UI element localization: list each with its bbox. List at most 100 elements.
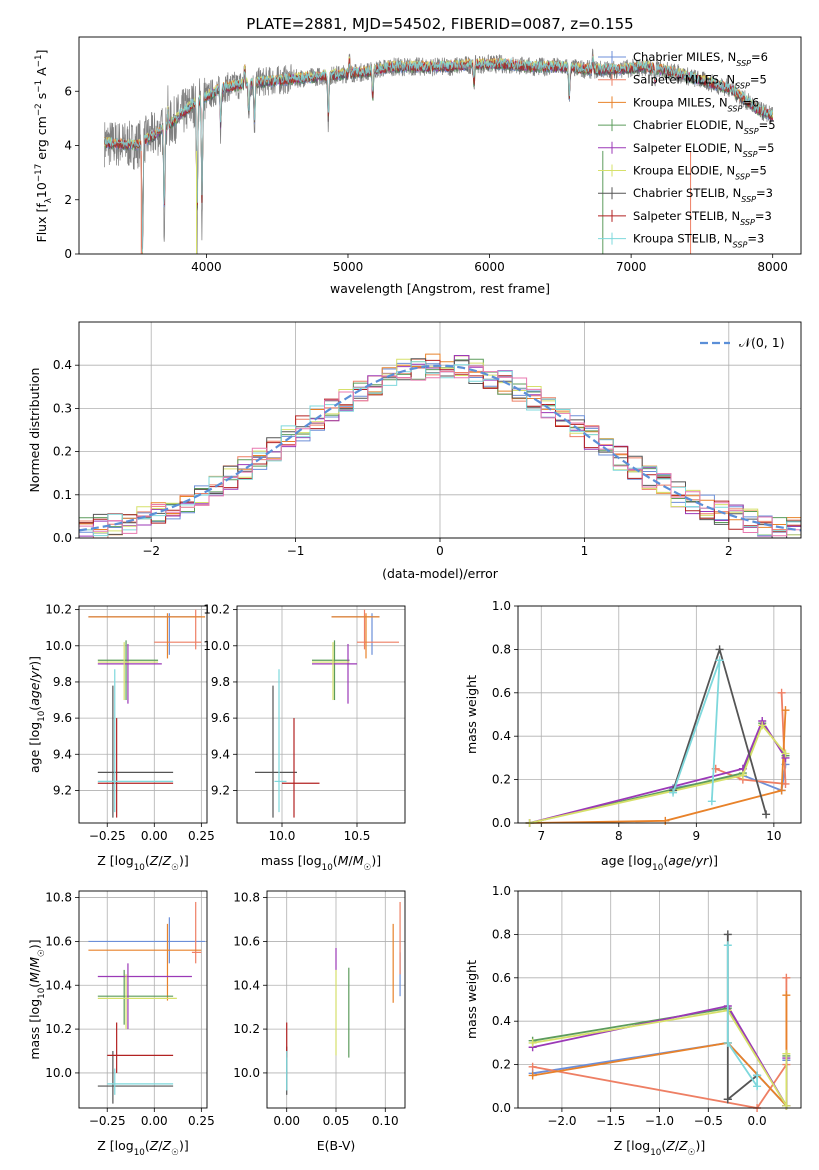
y-tick-label: 9.8 [211,675,230,689]
x-axis-label: age [log10(age/yr)] [601,853,718,873]
plot-mass_vs_ebv [286,901,401,1095]
legend: Chabrier MILES, NSSP=6 Salpeter MILES, NS… [598,50,776,249]
legend-entry: Kroupa ELODIE, NSSP=5 [633,164,767,182]
y-tick-label: 0.2 [492,1058,511,1072]
y-tick-label: 0.0 [492,816,511,830]
y-tick-label: 0.6 [492,971,511,985]
y-tick-label: 10.0 [203,639,230,653]
axes-mass_vs_Z: −0.25 0.00 0.25 10.0 10.2 10.4 10.6 10.8 [45,891,214,1128]
x-tick-label: 0.10 [372,1114,399,1128]
y-tick-label: 0.2 [492,773,511,787]
model-spectrum-kroupa_stelib [104,55,774,253]
weight-point [723,1038,732,1047]
axes-frame [517,890,802,1109]
axes-frame [78,36,802,255]
y-tick-label: 10.2 [45,1022,72,1036]
y-tick-label: 0.4 [492,729,511,743]
x-tick-label: 10 [766,829,781,843]
y-tick-label: 10.2 [233,1022,260,1036]
plot-weight_vs_Z [528,930,791,1112]
weight-line [529,723,787,824]
weight-line [726,945,758,1090]
axes-weight_vs_age: 7 8 9 10 0.0 0.2 0.4 0.6 0.8 1.0 [492,599,801,843]
y-tick-label: 10.6 [233,934,260,948]
point-kroupa_miles [88,923,202,1001]
x-tick-label: −0.5 [694,1114,723,1128]
y-axis-label: Normed distribution [27,368,42,493]
x-axis-label: Z [log10(Z/Z☉)] [97,853,189,873]
y-tick-label: 10.8 [45,891,72,905]
x-tick-label: 8000 [757,260,788,274]
point-kroupa_stelib [97,669,174,813]
x-axis-label: mass [log10(M/M☉)] [261,853,381,873]
y-tick-label: 0 [64,247,72,261]
point-kroupa_miles [88,613,206,659]
weight-point [715,656,724,665]
weight-point [782,1049,791,1058]
plot-mass_vs_Z [88,901,206,1104]
point-chabrier_stelib [97,685,174,818]
y-tick-label: 9.6 [53,711,72,725]
x-tick-label: −2 [142,544,160,558]
x-axis-label: Z [log10(Z/Z☉)] [614,1138,706,1158]
y-tick-label: 10.0 [45,639,72,653]
weight-point [707,797,716,806]
x-tick-label: 0.25 [188,1114,215,1128]
x-tick-label: 0.25 [188,829,215,843]
point-kroupa_stelib [274,669,287,813]
weight-point [669,788,678,797]
weight-point [762,810,771,819]
x-tick-label: 7 [537,829,545,843]
weight-point [781,779,790,788]
legend-entry: Salpeter ELODIE, NSSP=5 [633,141,774,159]
series-chabrier_elodie [525,719,790,827]
weight-point [758,721,767,730]
y-tick-label: 0.0 [492,1101,511,1115]
x-tick-label: 4000 [191,260,222,274]
x-tick-label: 8 [615,829,623,843]
x-tick-label: −0.25 [89,829,126,843]
plot-weight_vs_age [525,645,790,827]
y-tick-label: 0.0 [53,531,72,545]
y-tick-label: 10.4 [45,978,72,992]
point-chabrier_elodie [312,640,350,701]
plot-spectrum [104,48,774,254]
y-tick-label: 0.2 [53,445,72,459]
x-tick-label: 5000 [333,260,364,274]
weight-point [715,645,724,654]
y-tick-label: 0.1 [53,488,72,502]
axes-mass_vs_ebv: 0.00 0.05 0.10 10.0 10.2 10.4 10.6 10.8 [233,891,405,1128]
weight-point [528,1062,537,1071]
legend: 𝒩(0, 1) [700,335,785,350]
y-tick-label: 10.2 [203,603,230,617]
legend-entry: Chabrier ELODIE, NSSP=5 [633,118,776,136]
weight-line [532,1009,788,1109]
y-tick-label: 10.8 [233,891,260,905]
axes-age_vs_mass: 10.0 10.5 9.2 9.4 9.6 9.8 10.0 10.2 [203,603,405,843]
weight-point [781,706,790,715]
legend-entry: Kroupa STELIB, NSSP=3 [633,232,764,250]
point-salpeter_elodie [97,963,192,1030]
series-kroupa_stelib [669,656,724,806]
axes-weight_vs_Z: −2.0 −1.5 −1.0 −0.5 0.0 0.0 0.2 0.4 0.6 0.8 1.0 [492,884,801,1128]
point-salpeter_stelib [107,1022,174,1073]
series-chabrier_stelib [723,930,762,1104]
point-salpeter_elodie [312,643,357,704]
legend-entry: 𝒩(0, 1) [739,335,785,350]
series-kroupa_miles [525,706,790,827]
y-tick-label: 9.8 [53,675,72,689]
x-tick-label: 2 [725,544,733,558]
x-tick-label: −0.25 [89,1114,126,1128]
plot-residuals [79,353,801,538]
point-kroupa_miles [331,613,380,659]
legend-entry: Chabrier MILES, NSSP=6 [633,50,768,68]
plot-age_vs_mass [255,609,399,818]
weight-point [782,1101,791,1110]
residual-histogram [79,365,801,538]
y-tick-label: 1.0 [492,884,511,898]
weight-point [738,771,747,780]
y-tick-label: 9.2 [53,783,72,797]
point-chabrier_miles [88,613,202,655]
series-kroupa_stelib [723,941,762,1091]
